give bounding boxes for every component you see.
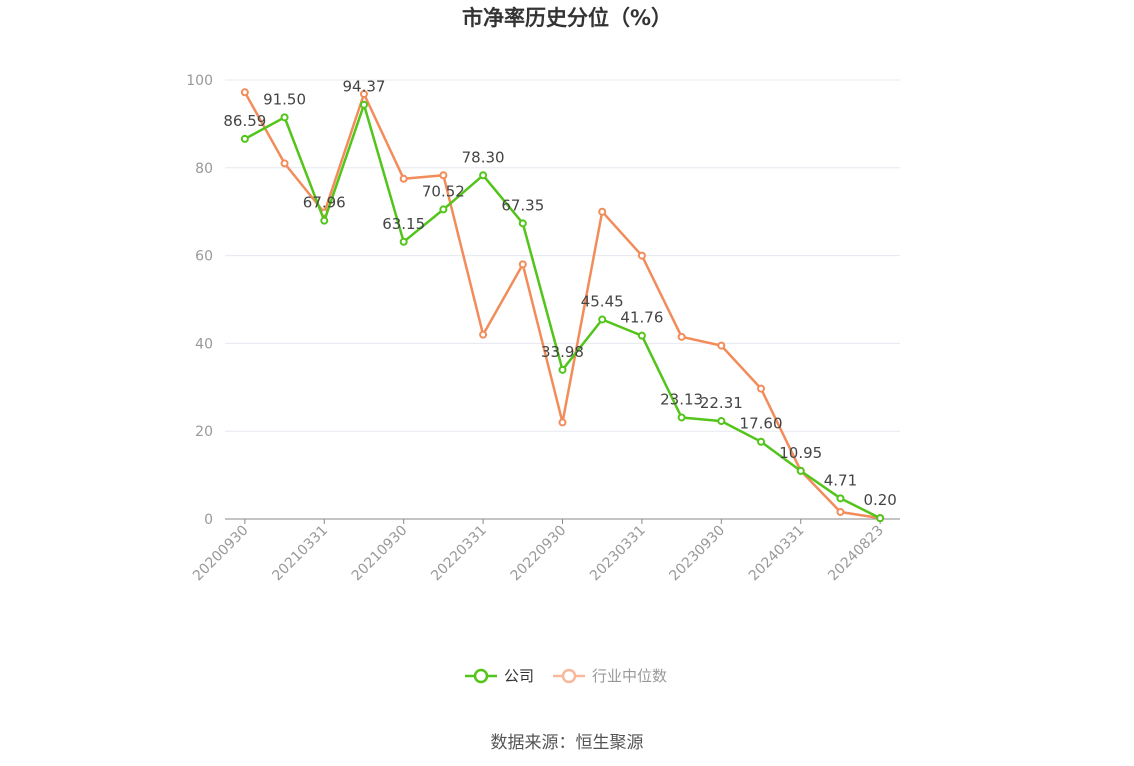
x-tick-label-20220331: 20220331: [428, 523, 490, 585]
series-0-point-3: [359, 100, 368, 109]
x-axis: 20200930 20210331 20210930 20220331 20220930…: [190, 518, 900, 585]
series-1-point-13: [757, 384, 766, 393]
series-1-point-11: [677, 332, 686, 341]
series-1-point-6: [479, 330, 488, 339]
series-1-point-5: [439, 171, 448, 180]
x-tick-label-20230331: 20230331: [587, 523, 649, 585]
series-1-point-9: [598, 207, 607, 216]
series-0-point-16: [876, 514, 885, 523]
y-tick-label-20: 20: [195, 424, 213, 440]
series-1-point-7: [518, 260, 527, 269]
data-label-11: 23.13: [660, 390, 703, 408]
data-label-6: 78.30: [462, 148, 505, 166]
legend-label-1: 行业中位数: [592, 667, 667, 685]
y-axis: 0 20 40 60 80 100: [186, 73, 213, 528]
data-label-1: 91.50: [263, 90, 306, 108]
y-tick-label-40: 40: [195, 336, 213, 352]
series-0-point-13: [757, 437, 766, 446]
data-label-10: 41.76: [620, 309, 663, 327]
data-label-9: 45.45: [581, 292, 624, 310]
series-0-point-10: [637, 331, 646, 340]
data-source: 数据来源：恒生聚源: [491, 733, 644, 753]
y-tick-label-100: 100: [186, 73, 213, 89]
series-1-point-0: [240, 88, 249, 97]
legend-marker-0: [473, 668, 489, 684]
x-tick-label-20210331: 20210331: [269, 523, 331, 585]
gridlines: [225, 79, 900, 432]
x-tick-label-20220930: 20220930: [508, 523, 570, 585]
series-1-point-1: [280, 159, 289, 168]
x-tick-label-20240331: 20240331: [746, 523, 808, 585]
series-0-point-5: [439, 205, 448, 214]
series-layer: [240, 88, 885, 523]
series-0-point-6: [479, 171, 488, 180]
x-tick-label-20200930: 20200930: [190, 523, 252, 585]
data-label-12: 22.31: [700, 394, 743, 412]
x-tick-label-20210930: 20210930: [349, 523, 411, 585]
legend-item-0[interactable]: 公司: [465, 667, 534, 685]
y-tick-label-60: 60: [195, 249, 213, 265]
series-0-point-7: [518, 219, 527, 228]
legend-item-1[interactable]: 行业中位数: [553, 667, 667, 685]
legend[interactable]: 公司 行业中位数: [465, 667, 667, 685]
data-label-7: 67.35: [501, 196, 544, 214]
data-label-13: 17.60: [740, 415, 783, 433]
series-0-point-9: [598, 315, 607, 324]
series-0-point-11: [677, 413, 686, 422]
data-label-14: 10.95: [779, 444, 822, 462]
data-label-3: 94.37: [342, 78, 385, 96]
series-0-point-14: [796, 466, 805, 475]
x-tick-label-20240823: 20240823: [825, 523, 887, 585]
series-0-point-12: [717, 417, 726, 426]
y-tick-label-80: 80: [195, 161, 213, 177]
data-labels: 86.59 91.50 67.96 94.37 63.15 70.52 78.30 67.35…: [223, 78, 896, 509]
series-0-point-8: [558, 365, 567, 374]
series-0-point-15: [836, 494, 845, 503]
series-1-point-3: [359, 90, 368, 99]
data-label-8: 33.98: [541, 343, 584, 361]
x-tick-label-20230930: 20230930: [666, 523, 728, 585]
data-label-15: 4.71: [824, 471, 857, 489]
chart-title: 市净率历史分位（%）: [462, 6, 672, 30]
data-label-0: 86.59: [223, 112, 266, 130]
data-label-2: 67.96: [303, 194, 346, 212]
series-0-point-4: [399, 237, 408, 246]
legend-marker-1: [561, 668, 577, 684]
series-1-point-15: [836, 507, 845, 516]
series-0-point-2: [320, 216, 329, 225]
y-tick-label-0: 0: [204, 512, 213, 528]
data-label-16: 0.20: [863, 491, 896, 509]
series-1-point-8: [558, 418, 567, 427]
data-label-5: 70.52: [422, 182, 465, 200]
legend-label-0: 公司: [504, 667, 534, 685]
data-label-4: 63.15: [382, 215, 425, 233]
series-1-point-4: [399, 174, 408, 183]
series-0-point-0: [240, 134, 249, 143]
series-1-point-10: [637, 251, 646, 260]
series-0-point-1: [280, 113, 289, 122]
series-1-point-12: [717, 341, 726, 350]
